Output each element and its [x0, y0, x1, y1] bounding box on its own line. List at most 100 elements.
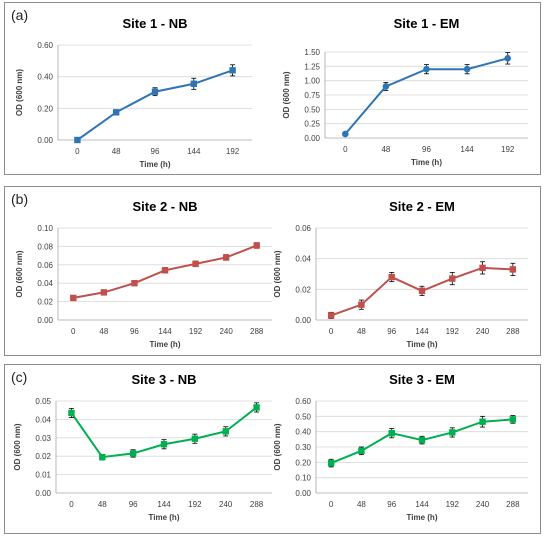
- y-axis-label: OD (600 nm): [15, 250, 24, 297]
- x-tick-label: 0: [343, 145, 348, 154]
- x-tick-label: 96: [387, 500, 396, 509]
- x-tick-label: 48: [357, 327, 366, 336]
- x-tick-label: 240: [219, 500, 233, 509]
- x-tick-label: 192: [446, 327, 460, 336]
- y-tick-label: 0.25: [304, 120, 320, 129]
- x-tick-label: 96: [151, 147, 160, 156]
- data-point: [342, 130, 349, 138]
- chart-title: Site 2 - NB: [132, 199, 197, 214]
- y-tick-label: 0.01: [35, 471, 51, 480]
- data-point: [191, 435, 199, 442]
- data-point: [192, 260, 199, 268]
- chart-title: Site 2 - EM: [389, 199, 455, 214]
- y-tick-label: 0.50: [295, 412, 311, 421]
- data-point: [509, 416, 517, 423]
- data-point: [479, 418, 486, 425]
- y-tick-label: 0.02: [35, 452, 51, 461]
- data-point: [131, 280, 138, 287]
- chart-title: Site 1 - NB: [122, 16, 187, 31]
- y-tick-label: 0.08: [37, 242, 53, 251]
- data-point: [100, 289, 108, 296]
- panel-label: (c): [11, 369, 28, 385]
- panel-label: (a): [11, 7, 29, 23]
- x-tick-label: 288: [506, 327, 520, 336]
- panel-b: (b): [4, 186, 541, 356]
- panel-a: (a): [4, 2, 541, 175]
- chart-title: Site 3 - EM: [389, 372, 455, 387]
- data-point: [418, 436, 426, 444]
- y-tick-label: 0.30: [295, 443, 311, 452]
- x-tick-label: 240: [219, 327, 233, 336]
- x-tick-label: 288: [506, 500, 520, 509]
- x-tick-label: 240: [476, 500, 490, 509]
- data-point: [222, 254, 230, 261]
- y-tick-label: 0.00: [304, 134, 320, 143]
- y-tick-label: 0.03: [35, 434, 51, 443]
- x-axis-label: Time (h): [407, 340, 438, 349]
- y-tick-label: 0.00: [37, 136, 53, 145]
- x-tick-label: 96: [130, 327, 139, 336]
- panel-label: (b): [11, 191, 29, 207]
- y-axis-label: OD (600 nm): [273, 250, 282, 297]
- data-point: [382, 83, 390, 90]
- x-tick-label: 48: [98, 500, 107, 509]
- x-tick-label: 192: [446, 500, 460, 509]
- y-axis-label: OD (600 nm): [273, 423, 282, 470]
- x-tick-label: 0: [75, 147, 80, 156]
- y-tick-label: 0.00: [295, 489, 311, 498]
- y-tick-label: 0.04: [295, 255, 311, 264]
- x-tick-label: 48: [357, 500, 366, 509]
- y-tick-label: 0.40: [295, 428, 311, 437]
- x-axis-label: Time (h): [407, 513, 438, 522]
- data-point: [463, 65, 471, 73]
- data-point: [74, 136, 81, 144]
- x-tick-label: 0: [329, 500, 334, 509]
- x-tick-label: 144: [187, 147, 201, 156]
- x-axis-label: Time (h): [150, 340, 181, 349]
- data-point: [388, 273, 395, 281]
- y-tick-label: 0.10: [295, 474, 311, 483]
- x-tick-label: 144: [460, 145, 474, 154]
- data-point: [327, 312, 335, 319]
- x-axis-label: Time (h): [411, 158, 442, 167]
- data-point: [229, 67, 236, 74]
- y-tick-label: 1.00: [304, 77, 320, 86]
- y-tick-label: 0.06: [37, 261, 53, 270]
- x-tick-label: 48: [381, 145, 390, 154]
- x-tick-label: 192: [188, 500, 202, 509]
- data-point: [68, 409, 75, 417]
- y-tick-label: 0.02: [37, 298, 53, 307]
- data-point: [388, 430, 395, 437]
- chart-title: Site 1 - EM: [394, 16, 460, 31]
- y-tick-label: 0.60: [37, 41, 53, 50]
- x-tick-label: 144: [415, 327, 429, 336]
- y-tick-label: 0.10: [37, 224, 53, 233]
- data-point: [358, 301, 365, 308]
- y-tick-label: 0.75: [304, 91, 320, 100]
- x-tick-label: 144: [157, 500, 171, 509]
- x-tick-label: 192: [189, 327, 203, 336]
- data-point: [449, 275, 456, 282]
- y-tick-label: 0.00: [35, 489, 51, 498]
- data-point: [253, 404, 260, 411]
- x-tick-label: 48: [112, 147, 121, 156]
- data-point: [151, 88, 159, 95]
- x-tick-label: 288: [250, 327, 264, 336]
- x-axis-label: Time (h): [149, 513, 180, 522]
- y-axis-label: OD (600 nm): [282, 71, 291, 118]
- data-point: [222, 428, 229, 435]
- data-point: [190, 80, 197, 87]
- y-tick-label: 0.20: [295, 458, 311, 467]
- data-point: [161, 267, 169, 274]
- data-point: [504, 55, 512, 62]
- x-tick-label: 144: [158, 327, 172, 336]
- panel-c: (c): [4, 364, 541, 534]
- x-axis-label: Time (h): [140, 160, 171, 169]
- x-tick-label: 240: [476, 327, 490, 336]
- y-tick-label: 0.20: [37, 104, 53, 113]
- y-axis-label: OD (600 nm): [15, 69, 24, 116]
- data-point: [160, 441, 168, 448]
